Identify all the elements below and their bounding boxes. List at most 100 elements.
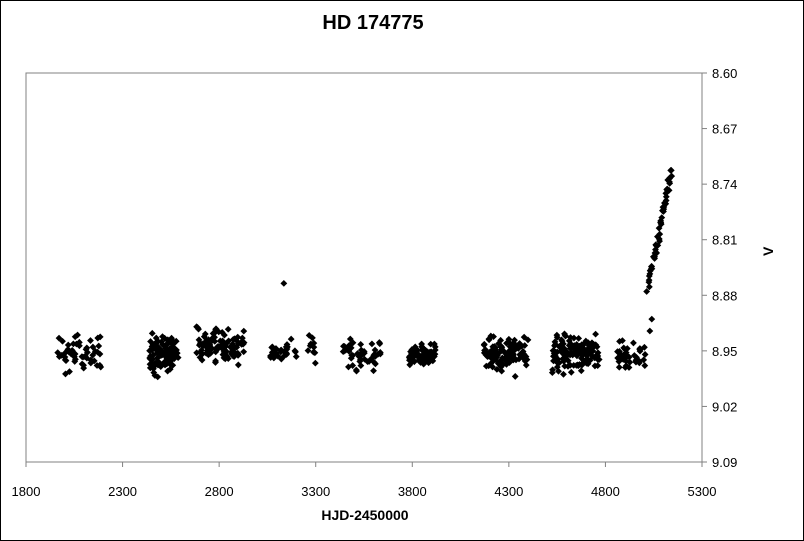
data-point (149, 341, 157, 349)
y-tick-label: 9.09 (712, 455, 737, 470)
data-point (582, 350, 590, 357)
data-point (427, 340, 435, 348)
data-point (578, 354, 586, 362)
data-point (168, 334, 175, 342)
data-point (71, 350, 79, 358)
data-point (148, 346, 156, 354)
data-point (223, 352, 231, 360)
x-tick-label: 3300 (301, 484, 330, 499)
data-point (240, 327, 248, 335)
data-point (167, 338, 175, 346)
x-axis-title: HJD-2450000 (321, 507, 409, 523)
data-point (96, 350, 104, 358)
data-point (574, 361, 582, 369)
data-point (652, 242, 660, 250)
data-point (196, 339, 204, 347)
data-point (163, 351, 171, 358)
data-point (160, 359, 168, 367)
data-point (551, 338, 559, 346)
data-point (349, 352, 357, 359)
data-point (668, 172, 676, 180)
data-point (229, 350, 237, 358)
data-point (645, 283, 653, 291)
data-point (357, 346, 365, 354)
data-point (376, 349, 384, 356)
data-point (284, 343, 291, 351)
data-point (583, 355, 591, 363)
data-point (206, 349, 214, 357)
data-point (408, 346, 416, 353)
data-point (73, 340, 80, 348)
data-point (304, 347, 312, 355)
data-point (310, 348, 317, 356)
data-point (206, 342, 214, 350)
data-point (553, 348, 561, 356)
data-point (521, 342, 529, 349)
data-points (54, 166, 676, 381)
data-point (345, 363, 352, 371)
data-point (364, 358, 371, 366)
data-point (311, 359, 319, 367)
data-point (222, 342, 229, 350)
data-point (561, 362, 569, 370)
data-point (164, 367, 172, 375)
data-point (648, 315, 656, 323)
data-point (482, 362, 490, 370)
data-point (234, 361, 242, 369)
x-tick-label: 1800 (12, 484, 41, 499)
data-point (594, 362, 602, 369)
x-tick-label: 2300 (108, 484, 137, 499)
data-point (558, 337, 566, 345)
data-point (310, 339, 318, 347)
data-point (481, 349, 489, 357)
data-point (635, 359, 643, 367)
data-point (666, 178, 673, 186)
data-point (153, 354, 161, 362)
data-point (234, 333, 242, 341)
data-point (550, 357, 557, 365)
data-point (149, 351, 157, 359)
data-point (64, 347, 71, 354)
data-point (221, 346, 229, 354)
data-point (146, 364, 154, 372)
data-point (159, 333, 166, 341)
data-point (498, 367, 506, 375)
data-point (490, 333, 497, 340)
data-point (201, 330, 209, 338)
data-point (551, 342, 558, 350)
data-point (626, 358, 634, 366)
data-point (426, 348, 434, 356)
data-point (522, 353, 530, 361)
data-point (205, 351, 212, 359)
data-point (195, 336, 203, 344)
y-tick-label: 8.60 (712, 66, 737, 81)
data-point (195, 325, 202, 333)
data-point (224, 325, 232, 333)
data-point (310, 343, 318, 351)
data-point (169, 343, 177, 351)
data-point (619, 356, 627, 363)
data-point (641, 362, 649, 369)
data-point (485, 335, 493, 343)
data-point (219, 345, 226, 353)
data-point (419, 356, 427, 364)
y-tick-label: 8.67 (712, 122, 737, 137)
data-point (662, 197, 670, 204)
data-point (663, 185, 671, 193)
data-point (161, 348, 169, 356)
data-point (625, 364, 633, 371)
data-point (615, 363, 623, 371)
data-point (497, 342, 505, 350)
data-point (593, 351, 601, 359)
data-point (150, 369, 158, 376)
data-point (641, 343, 648, 351)
data-point (646, 327, 654, 335)
data-point (645, 272, 653, 280)
data-point (84, 348, 91, 356)
data-point (161, 334, 169, 342)
data-point (490, 351, 498, 358)
data-point (268, 343, 276, 351)
data-point (215, 328, 223, 336)
data-point (90, 357, 98, 365)
data-point (153, 359, 161, 367)
